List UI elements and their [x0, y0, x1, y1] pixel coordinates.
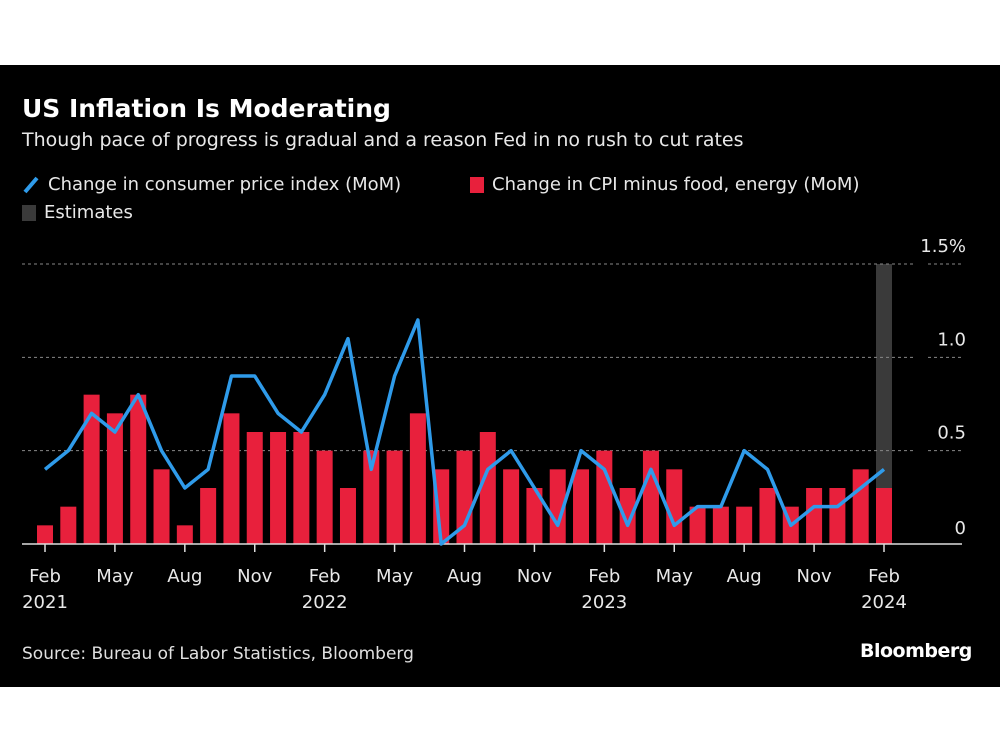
- bar-jan-2023: [573, 469, 590, 544]
- bar-jun-2022: [409, 413, 426, 544]
- x-tick-month: May: [96, 566, 134, 587]
- bar-feb-2021: [37, 525, 53, 544]
- x-tick-year: 2022: [302, 592, 348, 613]
- x-tick-month: Feb: [868, 566, 900, 587]
- chart-subtitle: Though pace of progress is gradual and a…: [22, 129, 744, 151]
- x-tick-month: Feb: [588, 566, 620, 587]
- bar-nov-2022: [526, 488, 543, 544]
- legend-item-core-cpi: Change in CPI minus food, energy (MoM): [470, 174, 859, 195]
- bar-sep-2023: [759, 488, 776, 544]
- x-tick-year: 2024: [861, 592, 907, 613]
- chart-panel: [0, 65, 1000, 687]
- bar-swatch-icon: [470, 176, 484, 193]
- bar-apr-2022: [363, 450, 380, 544]
- bar-oct-2022: [503, 469, 520, 544]
- x-tick-month: Feb: [29, 566, 61, 587]
- bar-nov-2021: [246, 432, 263, 544]
- y-tick-label: 1.5%: [920, 236, 966, 257]
- legend-item-cpi: Change in consumer price index (MoM): [22, 174, 401, 195]
- bar-jul-2023: [712, 506, 729, 544]
- legend-label: Estimates: [44, 202, 133, 223]
- bar-jul-2022: [433, 469, 450, 544]
- legend-label: Change in consumer price index (MoM): [48, 174, 402, 195]
- x-tick-year: 2023: [581, 592, 627, 613]
- bar-dec-2023: [829, 488, 846, 544]
- bar-aug-2022: [456, 450, 473, 544]
- x-tick-year: 2021: [22, 592, 68, 613]
- bar-jan-2022: [293, 432, 310, 544]
- x-tick-month: Aug: [167, 566, 202, 587]
- bar-may-2021: [106, 413, 123, 544]
- y-tick-label: 0: [955, 518, 966, 539]
- bar-jun-2021: [130, 394, 147, 544]
- bar-mar-2022: [339, 488, 356, 544]
- bar-feb-2023: [596, 450, 613, 544]
- bar-sep-2021: [200, 488, 217, 544]
- x-tick-month: May: [376, 566, 414, 587]
- bar-aug-2023: [736, 506, 753, 544]
- x-tick-month: Nov: [797, 566, 832, 587]
- bar-dec-2022: [549, 469, 566, 544]
- x-tick-month: Nov: [237, 566, 272, 587]
- bar-feb-2024: [876, 488, 892, 544]
- x-tick-month: Nov: [517, 566, 552, 587]
- bar-nov-2023: [806, 488, 823, 544]
- bar-dec-2021: [270, 432, 287, 544]
- source-note: Source: Bureau of Labor Statistics, Bloo…: [22, 644, 414, 664]
- bar-may-2022: [386, 450, 403, 544]
- legend-label: Change in CPI minus food, energy (MoM): [492, 174, 860, 195]
- bar-jan-2024: [852, 469, 869, 544]
- bar-mar-2021: [60, 506, 77, 544]
- y-tick-label: 1.0: [937, 329, 966, 350]
- band-swatch-icon: [22, 204, 36, 221]
- bar-jul-2021: [153, 469, 170, 544]
- x-tick-month: Feb: [309, 566, 341, 587]
- bar-aug-2021: [176, 525, 193, 544]
- x-tick-month: Aug: [447, 566, 482, 587]
- legend-item-estimates: Estimates: [22, 202, 133, 223]
- bar-apr-2023: [642, 450, 659, 544]
- chart-title: US Inflation Is Moderating: [22, 94, 391, 123]
- bar-jun-2023: [689, 506, 706, 544]
- bar-may-2023: [666, 469, 683, 544]
- bar-feb-2022: [316, 450, 333, 544]
- x-tick-month: May: [656, 566, 694, 587]
- y-tick-label: 0.5: [937, 423, 966, 444]
- bar-sep-2022: [479, 432, 496, 544]
- x-tick-month: Aug: [727, 566, 762, 587]
- bar-apr-2021: [83, 394, 100, 544]
- bloomberg-logo: Bloomberg: [860, 640, 972, 662]
- bar-mar-2023: [619, 488, 636, 544]
- line-swatch-icon: [23, 176, 39, 193]
- bar-oct-2021: [223, 413, 240, 544]
